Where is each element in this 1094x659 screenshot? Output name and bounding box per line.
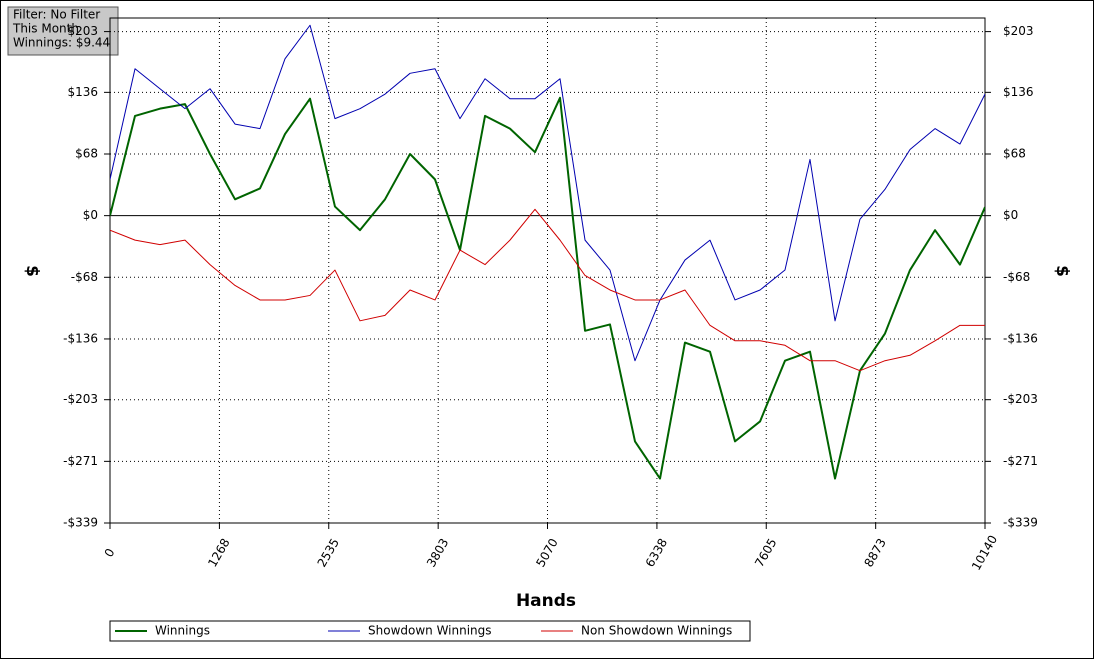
- y2-tick-label: -$339: [1003, 516, 1038, 530]
- filter-text: Winnings: $9.44: [13, 36, 110, 50]
- y-axis-label: $: [22, 265, 42, 277]
- y-tick-label: -$271: [63, 454, 98, 468]
- series-line: [110, 208, 985, 372]
- y2-tick-label: $136: [1003, 85, 1034, 99]
- y-tick-label: -$136: [63, 331, 98, 345]
- y2-axis-label: $: [1052, 265, 1072, 277]
- plot-border: [109, 17, 986, 524]
- filter-box: Filter: No Filter This Month Winnings: $…: [7, 6, 119, 56]
- filter-text: Filter: No Filter: [13, 8, 100, 22]
- y-tick-label: $0: [83, 208, 98, 222]
- filter-text: This Month: [12, 22, 79, 36]
- y2-tick-label: -$271: [1003, 454, 1038, 468]
- y-tick-label: $203: [67, 24, 98, 38]
- y-tick-label: -$68: [71, 270, 98, 284]
- y-tick-label: $68: [75, 146, 98, 160]
- y2-tick-label: $203: [1003, 24, 1034, 38]
- y2-tick-label: -$203: [1003, 392, 1038, 406]
- legend-label: Showdown Winnings: [368, 624, 492, 638]
- filter-background: [7, 6, 119, 56]
- y2-tick-label: $0: [1003, 208, 1018, 222]
- y-tick-label: -$339: [63, 516, 98, 530]
- series-line: [110, 24, 985, 362]
- y-tick-label: $136: [67, 85, 98, 99]
- y-tick-label: -$203: [63, 392, 98, 406]
- y2-tick-label: -$136: [1003, 331, 1038, 345]
- legend-label: Winnings: [155, 624, 210, 638]
- x-axis-label: Hands: [516, 591, 576, 611]
- y2-tick-label: $68: [1003, 146, 1026, 160]
- series-line: [110, 96, 985, 480]
- legend-label: Non Showdown Winnings: [581, 624, 732, 638]
- y2-tick-label: -$68: [1003, 270, 1030, 284]
- legend: [109, 620, 751, 642]
